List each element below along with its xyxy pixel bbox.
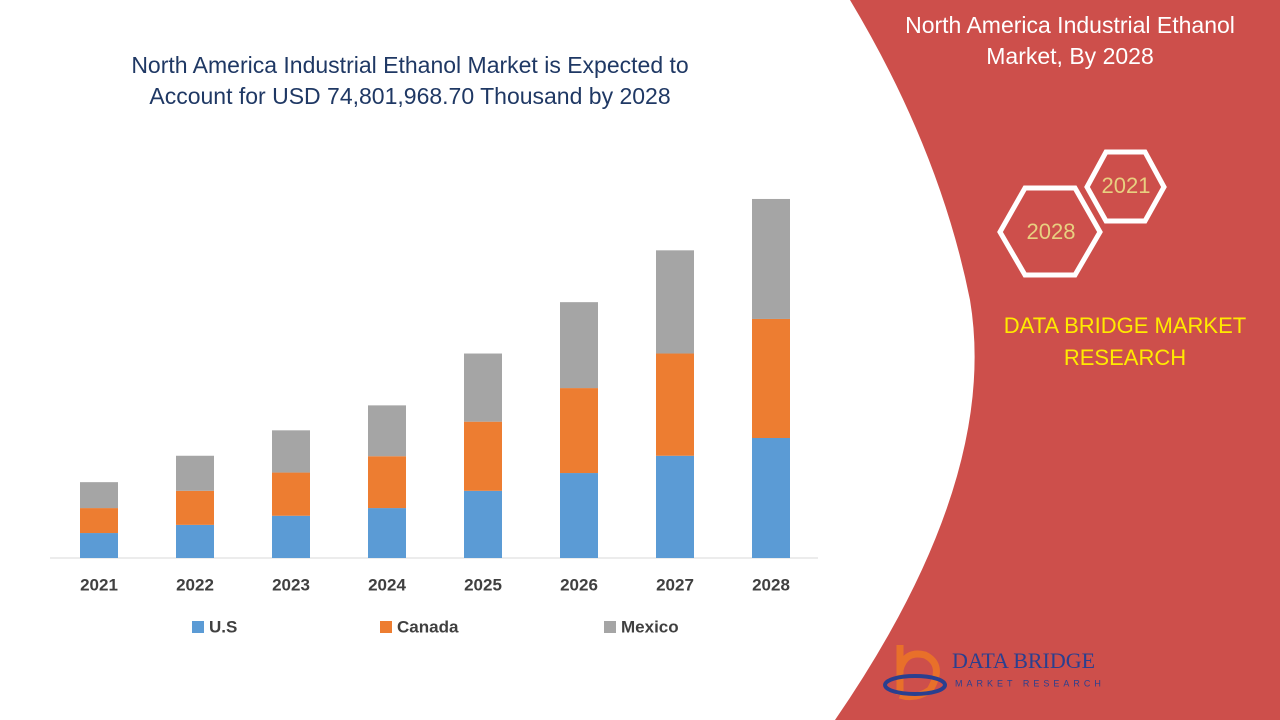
hex-label: 2021: [1102, 173, 1151, 198]
hexagon: [1084, 149, 1167, 224]
legend-label: Canada: [397, 617, 459, 636]
bar-segment: [560, 302, 598, 389]
legend-swatch: [380, 621, 392, 633]
x-tick-label: 2024: [368, 575, 406, 594]
bar-segment: [656, 250, 694, 354]
x-tick-label: 2028: [752, 575, 790, 594]
bar-segment: [752, 318, 790, 438]
bar-segment: [464, 490, 502, 558]
brand: DATA BRIDGE MARKET RESEARCH: [1003, 313, 1247, 370]
x-tick-label: 2023: [272, 575, 310, 594]
bar-segment: [368, 405, 406, 457]
bar-segment: [752, 438, 790, 558]
side-panel: [835, 0, 1280, 720]
bar-segment: [752, 198, 790, 319]
chart-title: North America Industrial Ethanol Market …: [131, 52, 689, 109]
brand-box: DATA BRIDGE MARKET RESEARCH: [1003, 313, 1247, 370]
bar-segment: [80, 482, 118, 509]
bar-segment: [176, 490, 214, 525]
bar-segment: [80, 533, 118, 558]
bar-segment: [656, 455, 694, 558]
bar-segment: [80, 508, 118, 534]
x-tick-label: 2022: [176, 575, 214, 594]
hex-label: 2028: [1027, 219, 1076, 244]
bar-segment: [464, 353, 502, 422]
bar-segment: [272, 472, 310, 516]
chart-title-box: North America Industrial Ethanol Market …: [131, 52, 689, 109]
bar-segment: [368, 456, 406, 509]
bar-segment: [272, 430, 310, 473]
panel-title-box: North America Industrial Ethanol Market,…: [905, 12, 1235, 69]
panel-title: North America Industrial Ethanol Market,…: [905, 12, 1235, 69]
x-tick-label: 2021: [80, 575, 118, 594]
logo-subtext: MARKET RESEARCH: [955, 678, 1105, 688]
bar-segment: [272, 515, 310, 558]
bar-segment: [368, 508, 406, 558]
bar-segment: [464, 421, 502, 491]
x-tick-label: 2027: [656, 575, 694, 594]
bar-segment: [176, 524, 214, 558]
x-tick-label: 2026: [560, 575, 598, 594]
logo-text: DATA BRIDGE: [952, 648, 1095, 673]
hexagon: [997, 185, 1103, 278]
legend-label: Mexico: [621, 617, 679, 636]
legend-swatch: [192, 621, 204, 633]
bar-segment: [560, 473, 598, 558]
bar-segment: [176, 455, 214, 491]
legend-label: U.S: [209, 617, 237, 636]
bar-segment: [560, 388, 598, 474]
legend-swatch: [604, 621, 616, 633]
bar-segment: [656, 353, 694, 456]
logo-mark: [883, 674, 947, 696]
logo-mark: [896, 645, 940, 701]
x-tick-label: 2025: [464, 575, 502, 594]
